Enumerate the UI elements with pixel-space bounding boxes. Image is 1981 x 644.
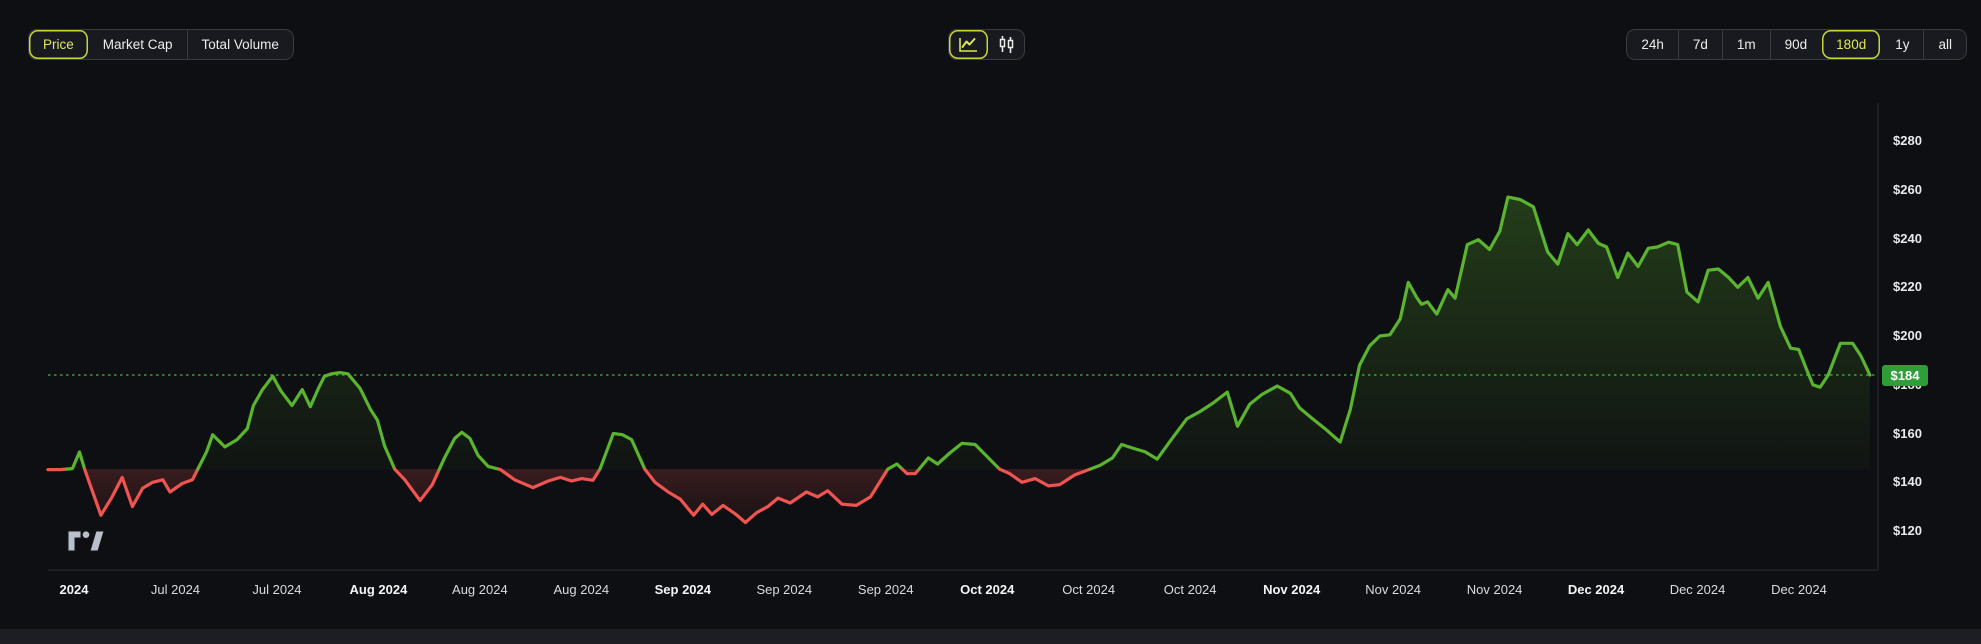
x-axis-label: Oct 2024 xyxy=(1163,582,1217,597)
chart-type-line-chart[interactable] xyxy=(949,30,989,59)
range-24h[interactable]: 24h xyxy=(1627,30,1679,59)
x-axis-label: Dec 2024 xyxy=(1669,582,1726,597)
y-axis-label: $280 xyxy=(1893,133,1922,148)
y-axis-label: $240 xyxy=(1893,230,1922,246)
tab-price[interactable]: Price xyxy=(29,30,89,59)
x-axis-label: Sep 2024 xyxy=(857,582,914,597)
y-axis-label: $200 xyxy=(1893,328,1922,343)
x-axis-label: Nov 2024 xyxy=(1466,582,1523,597)
metric-tab-group: Price Market Cap Total Volume xyxy=(28,29,294,60)
y-axis-label: $120 xyxy=(1893,523,1922,538)
x-axis-label: Aug 2024 xyxy=(349,582,408,597)
x-axis-label: Sep 2024 xyxy=(654,582,711,597)
x-axis-label: Sep 2024 xyxy=(756,582,813,597)
x-axis-label: Aug 2024 xyxy=(452,582,508,597)
range-all[interactable]: all xyxy=(1938,37,1952,52)
y-axis-label: $220 xyxy=(1893,279,1922,295)
x-axis-label: Nov 2024 xyxy=(1365,582,1421,597)
x-axis-label: Aug 2024 xyxy=(553,582,610,597)
x-axis-label: Nov 2024 xyxy=(1263,582,1321,597)
y-axis-label: $140 xyxy=(1893,474,1922,490)
tab-total-volume[interactable]: Total Volume xyxy=(201,37,279,52)
y-axis-label: $160 xyxy=(1893,425,1922,441)
range-180d[interactable]: 180d xyxy=(1822,30,1881,59)
range-1y[interactable]: 1y xyxy=(1881,30,1925,59)
range-1m[interactable]: 1m xyxy=(1723,30,1771,59)
line-chart-icon xyxy=(958,36,979,53)
chart-type-group xyxy=(948,29,1025,60)
range-7d[interactable]: 7d xyxy=(1679,30,1723,59)
x-axis-label: Jul 2024 xyxy=(150,582,201,597)
x-axis-label: Jul 2024 xyxy=(252,582,302,597)
tab-market-cap[interactable]: Market Cap xyxy=(89,30,188,59)
range-90d[interactable]: 90d xyxy=(1784,37,1808,52)
candlestick-icon xyxy=(998,35,1015,54)
tradingview-logo[interactable] xyxy=(66,525,110,560)
x-axis-label: Oct 2024 xyxy=(960,582,1015,597)
x-axis-label: 2024 xyxy=(59,582,89,597)
x-axis-label: Dec 2024 xyxy=(1771,582,1827,597)
chart-type-candlestick[interactable] xyxy=(989,30,1024,59)
y-axis-label: $260 xyxy=(1893,181,1922,197)
bottom-strip xyxy=(0,629,1981,644)
x-axis-label: Dec 2024 xyxy=(1567,582,1625,597)
range-group: 24h 7d 1m 90d 180d 1y all xyxy=(1626,29,1967,60)
current-price-badge: $184 xyxy=(1882,364,1928,386)
x-axis-label: Oct 2024 xyxy=(1062,582,1116,597)
